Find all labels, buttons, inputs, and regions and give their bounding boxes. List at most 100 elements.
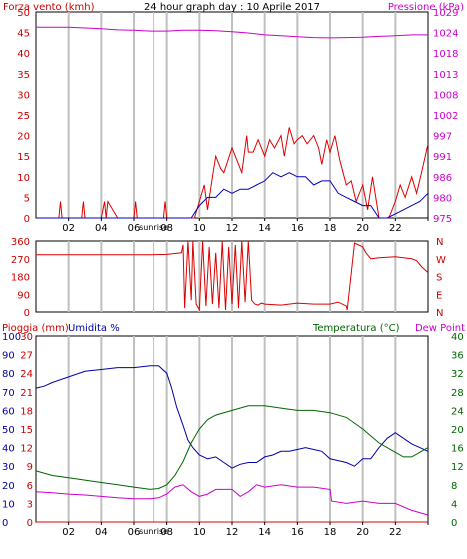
pressure-ytick-label: 1024	[433, 29, 458, 40]
wind-panel-xtick-label: 02	[62, 223, 75, 234]
temperature-axis-label: Temperatura (°C)	[312, 323, 400, 334]
pressure-ytick-label: 980	[433, 193, 452, 204]
direction-compass-label: N	[436, 308, 443, 319]
humidity-ytick-label: 90	[2, 351, 15, 362]
wind-panel-xtick-label: 16	[291, 223, 304, 234]
rain-ytick-label: 0	[27, 518, 33, 529]
rain-ytick-label: 24	[20, 369, 33, 380]
temperature-ytick-label: 28	[451, 388, 464, 399]
direction-ytick-label: 360	[11, 237, 30, 248]
direction-ytick-label: 180	[11, 273, 30, 284]
wind-panel-sunrise-label: sunrise	[139, 223, 168, 232]
dewpoint-axis-label: Dew Point	[415, 323, 465, 334]
series-line-humidity	[35, 365, 429, 469]
wind-ytick-label: 15	[17, 152, 30, 163]
humidity-panel-xtick-label: 16	[291, 527, 304, 538]
series-line-dewpoint	[35, 484, 429, 516]
rain-ytick-label: 15	[20, 425, 33, 436]
humidity-panel-xtick-label: 10	[193, 527, 206, 538]
series-line-direction	[36, 240, 429, 312]
temperature-ytick-label: 24	[451, 406, 464, 417]
wind-panel-xtick-label: 10	[193, 223, 206, 234]
pressure-ytick-label: 1018	[433, 49, 458, 60]
pressure-ytick-label: 1029	[433, 8, 458, 19]
wind-panel-xtick-label: 20	[356, 223, 369, 234]
direction-compass-label: S	[436, 273, 442, 284]
pressure-ytick-label: 1008	[433, 90, 458, 101]
wind-panel-xtick-label: 18	[324, 223, 337, 234]
direction-compass-label: E	[436, 290, 442, 301]
wind-ytick-label: 10	[17, 173, 30, 184]
series-line-gust	[36, 172, 429, 219]
pressure-ytick-label: 975	[433, 214, 452, 225]
humidity-panel-xtick-label: 20	[356, 527, 369, 538]
humidity-ytick-label: 60	[2, 406, 15, 417]
series-line-pressure	[36, 26, 428, 39]
wind-ytick-label: 30	[17, 90, 30, 101]
humidity-panel-xtick-label: 14	[258, 527, 271, 538]
humidity-ytick-label: 100	[2, 332, 21, 343]
rain-ytick-label: 18	[20, 406, 33, 417]
rain-ytick-label: 9	[27, 462, 33, 473]
wind-ytick-label: 20	[17, 132, 30, 143]
wind-ytick-label: 50	[17, 8, 30, 19]
series-line-wind	[36, 127, 429, 219]
rain-ytick-label: 27	[20, 351, 33, 362]
wind-axis-label: Forza vento (kmh)	[3, 2, 95, 13]
humidity-panel-xtick-label: 08	[160, 527, 173, 538]
series-line-temperature	[35, 405, 429, 490]
pressure-ytick-label: 986	[433, 173, 452, 184]
wind-panel-xtick-label: 14	[258, 223, 271, 234]
wind-ytick-label: 45	[17, 29, 30, 40]
humidity-panel-xtick-label: 18	[324, 527, 337, 538]
humidity-ytick-label: 20	[2, 481, 15, 492]
direction-ytick-label: 0	[24, 308, 30, 319]
wind-panel-xtick-label: 12	[226, 223, 239, 234]
rain-axis-label: Pioggia (mm)	[2, 323, 69, 334]
temperature-ytick-label: 32	[451, 369, 464, 380]
pressure-ytick-label: 997	[433, 132, 452, 143]
pressure-ytick-label: 991	[433, 152, 452, 163]
humidity-panel-sunrise-label: sunrise	[139, 527, 168, 536]
humidity-ytick-label: 70	[2, 388, 15, 399]
chart-title: 24 hour graph day : 10 Aprile 2017	[144, 2, 320, 13]
pressure-ytick-label: 1002	[433, 111, 458, 122]
pressure-ytick-label: 1013	[433, 70, 458, 81]
humidity-ytick-label: 40	[2, 444, 15, 455]
rain-ytick-label: 12	[20, 444, 33, 455]
wind-ytick-label: 40	[17, 49, 30, 60]
pressure-axis-label: Pressione (kPa)	[388, 2, 464, 13]
direction-ytick-label: 90	[17, 290, 30, 301]
temperature-ytick-label: 40	[451, 332, 464, 343]
temperature-ytick-label: 12	[451, 462, 464, 473]
temperature-ytick-label: 8	[451, 481, 457, 492]
temperature-ytick-label: 4	[451, 499, 457, 510]
rain-ytick-label: 21	[20, 388, 33, 399]
wind-ytick-label: 35	[17, 70, 30, 81]
rain-ytick-label: 6	[27, 481, 33, 492]
humidity-panel-xtick-label: 02	[62, 527, 75, 538]
humidity-ytick-label: 80	[2, 369, 15, 380]
humidity-panel-xtick-label: 22	[389, 527, 402, 538]
rain-ytick-label: 3	[27, 499, 33, 510]
direction-ytick-label: 270	[11, 255, 30, 266]
humidity-ytick-label: 30	[2, 462, 15, 473]
humidity-ytick-label: 0	[2, 518, 8, 529]
humidity-ytick-label: 50	[2, 425, 15, 436]
rain-ytick-label: 30	[20, 332, 33, 343]
wind-ytick-label: 0	[24, 214, 30, 225]
wind-panel-xtick-label: 08	[160, 223, 173, 234]
wind-panel-xtick-label: 22	[389, 223, 402, 234]
temperature-ytick-label: 36	[451, 351, 464, 362]
temperature-ytick-label: 0	[451, 518, 457, 529]
wind-ytick-label: 5	[24, 193, 30, 204]
humidity-panel-xtick-label: 12	[226, 527, 239, 538]
wind-panel-xtick-label: 06	[128, 223, 141, 234]
humidity-axis-label: Umidita %	[68, 323, 120, 334]
direction-compass-label: W	[436, 255, 446, 266]
wind-panel-xtick-label: 04	[95, 223, 108, 234]
temperature-ytick-label: 20	[451, 425, 464, 436]
direction-compass-label: N	[436, 237, 443, 248]
humidity-ytick-label: 10	[2, 499, 15, 510]
wind-ytick-label: 25	[17, 111, 30, 122]
